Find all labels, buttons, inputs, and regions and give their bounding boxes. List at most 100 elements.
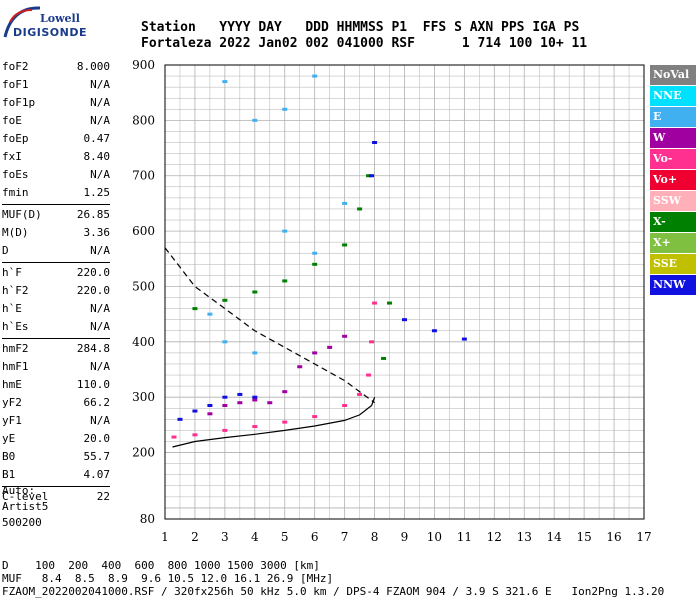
legend-item: E xyxy=(650,107,696,127)
echo-point xyxy=(431,329,437,333)
param-name: hmF1 xyxy=(2,360,29,373)
echo-point xyxy=(369,340,375,344)
echo-point xyxy=(222,404,228,407)
param-divider xyxy=(2,262,110,263)
header-values: Fortaleza 2022 Jan02 002 041000 RSF 1 71… xyxy=(141,36,588,51)
x-tick-label: 9 xyxy=(401,530,409,544)
param-name: B1 xyxy=(2,468,16,481)
param-row: foF1p N/A xyxy=(2,94,110,112)
echo-point xyxy=(357,392,363,396)
echo-point xyxy=(177,417,183,421)
legend-item: W xyxy=(650,128,696,148)
y-tick-label: 900 xyxy=(132,58,155,72)
param-row: fmin 1.25 xyxy=(2,184,110,202)
param-row: foEp 0.47 xyxy=(2,130,110,148)
legend-item: X+ xyxy=(650,233,696,253)
param-name: yF2 xyxy=(2,396,22,409)
echo-point xyxy=(171,435,177,439)
y-tick-label: 400 xyxy=(132,335,155,349)
param-row: foEs N/A xyxy=(2,166,110,184)
profile-curve xyxy=(172,396,376,448)
param-row: foF2 8.000 xyxy=(2,58,110,76)
legend-item: NNE xyxy=(650,86,696,106)
param-name: yE xyxy=(2,432,16,445)
echo-point xyxy=(282,420,288,424)
param-name: h`F xyxy=(2,266,22,279)
param-name: foEs xyxy=(2,168,29,181)
echo-point xyxy=(252,118,258,122)
param-name: h`F2 xyxy=(2,284,29,297)
x-tick-label: 15 xyxy=(576,530,591,544)
param-value: N/A xyxy=(90,414,110,427)
param-row: h`F 220.0 xyxy=(2,264,110,282)
x-tick-label: 2 xyxy=(191,530,199,544)
param-value: N/A xyxy=(90,244,110,257)
param-value: 20.0 xyxy=(83,432,111,445)
param-name: MUF(D) xyxy=(2,208,42,221)
param-row: B0 55.7 xyxy=(2,448,110,466)
param-name: M(D) xyxy=(2,226,29,239)
param-value: N/A xyxy=(90,360,110,373)
auto-scaling-info: Auto: Artist5 500200 xyxy=(2,483,48,531)
param-row: yE 20.0 xyxy=(2,430,110,448)
param-value: 220.0 xyxy=(76,284,110,297)
param-row: yF1 N/A xyxy=(2,412,110,430)
param-row: foE N/A xyxy=(2,112,110,130)
x-tick-label: 8 xyxy=(371,530,379,544)
legend-item: SSW xyxy=(650,191,696,211)
echo-point xyxy=(366,373,372,377)
y-tick-label: 600 xyxy=(132,224,155,238)
footer-info: FZAOM_2022002041000.RSF / 320fx256h 50 k… xyxy=(2,585,665,598)
echo-point xyxy=(207,404,213,407)
x-tick-label: 3 xyxy=(221,530,229,544)
param-name: fmin xyxy=(2,186,29,199)
echo-point xyxy=(312,251,318,255)
param-value: N/A xyxy=(90,168,110,181)
y-tick-label: 800 xyxy=(132,113,155,127)
station-header: Station YYYY DAY DDD HHMMSS P1 FFS S AXN… xyxy=(141,20,587,52)
param-value: N/A xyxy=(90,320,110,333)
y-tick-label: 300 xyxy=(132,390,155,404)
echo-point xyxy=(312,74,318,78)
echo-point xyxy=(369,174,375,178)
param-row: hmF1 N/A xyxy=(2,358,110,376)
logo-lowell: Lowell xyxy=(40,12,80,25)
echo-point xyxy=(282,390,288,394)
plot-border xyxy=(164,64,645,520)
y-tick-label: 80 xyxy=(140,512,155,526)
footer-muf-row: MUF 8.4 8.5 8.9 9.6 10.5 12.0 16.1 26.9 … xyxy=(2,572,334,585)
param-row: h`F2 220.0 xyxy=(2,282,110,300)
legend-item: NNW xyxy=(650,275,696,295)
echo-point xyxy=(381,356,387,360)
echo-point xyxy=(237,401,243,405)
param-value: 0.47 xyxy=(83,132,111,145)
param-divider xyxy=(2,204,110,205)
legend: NoVal NNE E W Vo- Vo+ SSW X- X+ SSE NNW xyxy=(650,65,696,296)
auto-code: 500200 xyxy=(2,516,42,529)
header-labels: Station YYYY DAY DDD HHMMSS P1 FFS S AXN… xyxy=(141,20,580,35)
x-tick-label: 6 xyxy=(311,530,319,544)
logo-digisonde: DIGISONDE xyxy=(13,26,87,39)
echo-point xyxy=(342,243,348,247)
footer-d-row: D 100 200 400 600 800 1000 1500 3000 [km… xyxy=(2,559,320,572)
param-value: N/A xyxy=(90,78,110,91)
echo-point xyxy=(192,307,198,311)
echo-point xyxy=(192,433,198,437)
legend-item: SSE xyxy=(650,254,696,274)
echo-point xyxy=(327,345,333,349)
param-row: hmE 110.0 xyxy=(2,376,110,394)
x-tick-label: 17 xyxy=(636,530,651,544)
echo-point xyxy=(207,412,213,416)
profile-curve xyxy=(164,247,375,404)
x-tick-label: 10 xyxy=(427,530,442,544)
echo-point xyxy=(252,395,258,399)
param-name: h`Es xyxy=(2,320,29,333)
x-tick-label: 14 xyxy=(547,530,563,544)
param-value: 66.2 xyxy=(83,396,111,409)
x-tick-label: 16 xyxy=(606,530,621,544)
param-row: hmF2 284.8 xyxy=(2,340,110,358)
echo-point xyxy=(222,298,228,302)
echo-point xyxy=(366,174,372,178)
param-row: D N/A xyxy=(2,242,110,260)
echo-point xyxy=(372,141,378,145)
